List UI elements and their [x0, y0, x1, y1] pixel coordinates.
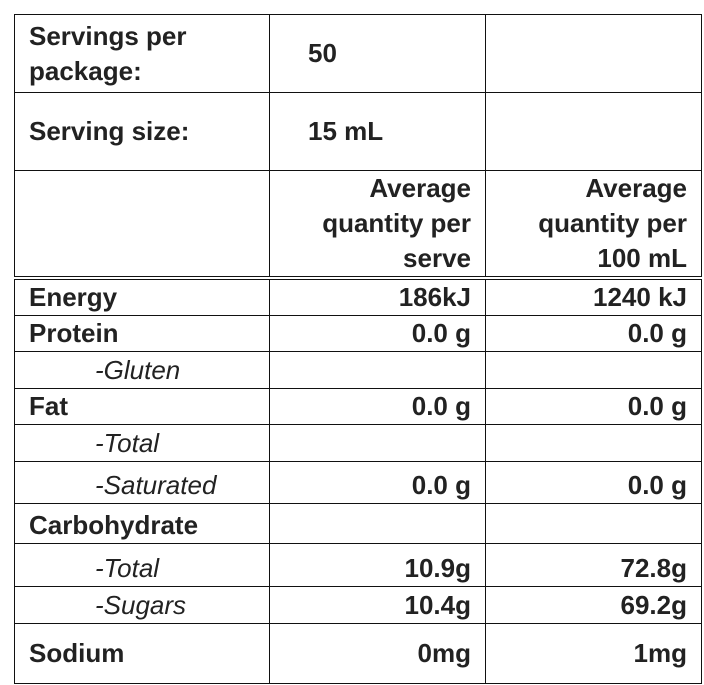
table-cell	[485, 14, 702, 93]
table-cell: 0.0 g	[485, 388, 702, 425]
table-cell: -Total	[14, 543, 270, 587]
table-cell: 69.2g	[485, 586, 702, 624]
table-cell: 0.0 g	[269, 388, 486, 425]
table-cell: Servings per package:	[14, 14, 270, 93]
table-cell	[485, 351, 702, 389]
table-body: Servings per package: 50 Serving size: 15 m…	[14, 14, 702, 684]
table-row: Fat 0.0 g 0.0 g	[14, 388, 702, 425]
table-cell: 50	[269, 14, 486, 93]
table-cell: -Sugars	[14, 586, 270, 624]
table-row: -Gluten	[14, 351, 702, 389]
table-row: Sodium 0mg 1mg	[14, 623, 702, 684]
table-cell: 0.0 g	[269, 315, 486, 352]
table-cell: -Total	[14, 424, 270, 462]
table-cell	[485, 503, 702, 544]
table-cell: Carbohydrate	[14, 503, 270, 544]
table-row: Carbohydrate	[14, 503, 702, 544]
table-cell: 10.9g	[269, 543, 486, 587]
table-cell: Protein	[14, 315, 270, 352]
table-cell: 0.0 g	[269, 461, 486, 504]
table-row: -Total 10.9g 72.8g	[14, 543, 702, 587]
table-row: -Total	[14, 424, 702, 462]
table-cell	[269, 503, 486, 544]
table-cell	[269, 424, 486, 462]
table-cell	[14, 170, 270, 280]
table-cell: 10.4g	[269, 586, 486, 624]
table-row: -Saturated 0.0 g 0.0 g	[14, 461, 702, 504]
table-cell: 0.0 g	[485, 315, 702, 352]
table-cell: -Saturated	[14, 461, 270, 504]
table-cell	[485, 92, 702, 171]
table-row: Servings per package: 50	[14, 14, 702, 93]
table-cell	[269, 351, 486, 389]
table-cell: -Gluten	[14, 351, 270, 389]
table-cell: 0.0 g	[485, 461, 702, 504]
table-cell	[485, 424, 702, 462]
table-row: Protein 0.0 g 0.0 g	[14, 315, 702, 352]
table-cell: Sodium	[14, 623, 270, 684]
table-cell: 1mg	[485, 623, 702, 684]
table-row: Serving size: 15 mL	[14, 92, 702, 171]
table-cell: Energy	[14, 277, 270, 316]
nutrition-table: Servings per package: 50 Serving size: 15 m…	[14, 14, 702, 684]
table-cell: Fat	[14, 388, 270, 425]
table-cell: Average quantity per 100 mL	[485, 170, 702, 280]
table-row: Average quantity per serve Average quanti…	[14, 170, 702, 280]
table-row: Energy 186kJ 1240 kJ	[14, 277, 702, 316]
table-cell: 0mg	[269, 623, 486, 684]
table-cell: 1240 kJ	[485, 277, 702, 316]
table-cell: 15 mL	[269, 92, 486, 171]
table-cell: 186kJ	[269, 277, 486, 316]
table-cell: 72.8g	[485, 543, 702, 587]
table-cell: Serving size:	[14, 92, 270, 171]
table-row: -Sugars 10.4g 69.2g	[14, 586, 702, 624]
table-cell: Average quantity per serve	[269, 170, 486, 280]
